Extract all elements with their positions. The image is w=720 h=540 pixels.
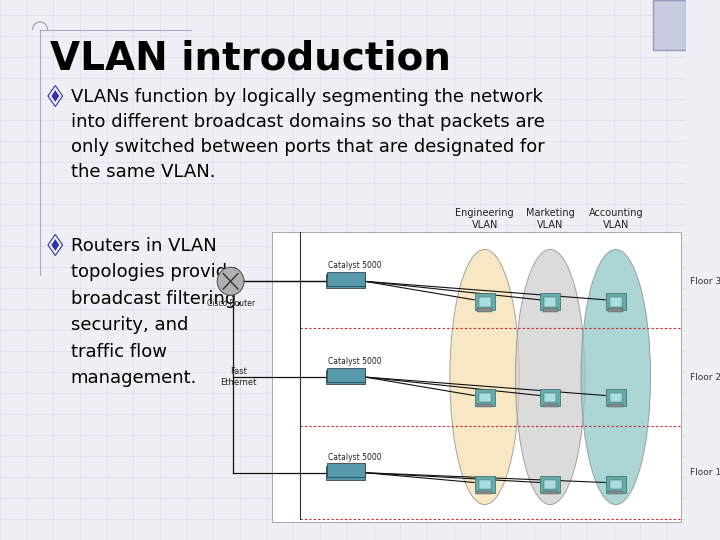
Text: Catalyst 5000: Catalyst 5000 xyxy=(328,261,382,271)
FancyBboxPatch shape xyxy=(610,393,622,402)
FancyBboxPatch shape xyxy=(477,491,492,494)
FancyBboxPatch shape xyxy=(479,480,491,489)
FancyBboxPatch shape xyxy=(477,404,492,407)
Ellipse shape xyxy=(516,249,585,504)
FancyBboxPatch shape xyxy=(325,274,365,288)
FancyBboxPatch shape xyxy=(540,476,560,492)
FancyBboxPatch shape xyxy=(606,293,626,310)
FancyBboxPatch shape xyxy=(543,491,558,494)
Text: Floor 2: Floor 2 xyxy=(690,373,720,381)
Ellipse shape xyxy=(450,249,519,504)
FancyBboxPatch shape xyxy=(327,368,365,381)
FancyBboxPatch shape xyxy=(325,370,365,384)
Text: Accounting
VLAN: Accounting VLAN xyxy=(588,208,643,230)
Text: VLAN introduction: VLAN introduction xyxy=(50,40,451,78)
Polygon shape xyxy=(50,238,60,252)
FancyBboxPatch shape xyxy=(540,388,560,406)
FancyBboxPatch shape xyxy=(608,491,624,494)
FancyBboxPatch shape xyxy=(544,480,557,489)
FancyBboxPatch shape xyxy=(606,476,626,492)
Text: Routers in VLAN
topologies provide
broadcast filtering,
security, and
traffic fl: Routers in VLAN topologies provide broad… xyxy=(71,237,241,387)
Text: Floor 1: Floor 1 xyxy=(690,468,720,477)
Text: Catalyst 5000: Catalyst 5000 xyxy=(328,357,382,366)
FancyBboxPatch shape xyxy=(327,272,365,286)
FancyBboxPatch shape xyxy=(606,388,626,406)
FancyBboxPatch shape xyxy=(540,293,560,310)
Polygon shape xyxy=(50,89,60,103)
Text: Catalyst 5000: Catalyst 5000 xyxy=(328,453,382,462)
FancyBboxPatch shape xyxy=(474,388,495,406)
FancyBboxPatch shape xyxy=(610,297,622,307)
Circle shape xyxy=(217,267,244,295)
FancyBboxPatch shape xyxy=(653,0,686,50)
Text: VLANs function by logically segmenting the network
into different broadcast doma: VLANs function by logically segmenting t… xyxy=(71,88,544,181)
FancyBboxPatch shape xyxy=(474,476,495,492)
FancyBboxPatch shape xyxy=(610,480,622,489)
FancyBboxPatch shape xyxy=(543,308,558,312)
Ellipse shape xyxy=(581,249,651,504)
Text: Marketing
VLAN: Marketing VLAN xyxy=(526,208,575,230)
FancyBboxPatch shape xyxy=(325,465,365,480)
FancyBboxPatch shape xyxy=(474,293,495,310)
FancyBboxPatch shape xyxy=(479,297,491,307)
FancyBboxPatch shape xyxy=(327,463,365,477)
FancyBboxPatch shape xyxy=(543,404,558,407)
Text: Cisco Router: Cisco Router xyxy=(207,299,255,308)
FancyBboxPatch shape xyxy=(477,308,492,312)
Text: Fast
Ethernet: Fast Ethernet xyxy=(220,367,257,387)
FancyBboxPatch shape xyxy=(479,393,491,402)
FancyBboxPatch shape xyxy=(544,393,557,402)
Text: Engineering
VLAN: Engineering VLAN xyxy=(455,208,514,230)
Text: Floor 3: Floor 3 xyxy=(690,277,720,286)
FancyBboxPatch shape xyxy=(544,297,557,307)
FancyBboxPatch shape xyxy=(608,308,624,312)
FancyBboxPatch shape xyxy=(608,404,624,407)
FancyBboxPatch shape xyxy=(271,232,681,522)
